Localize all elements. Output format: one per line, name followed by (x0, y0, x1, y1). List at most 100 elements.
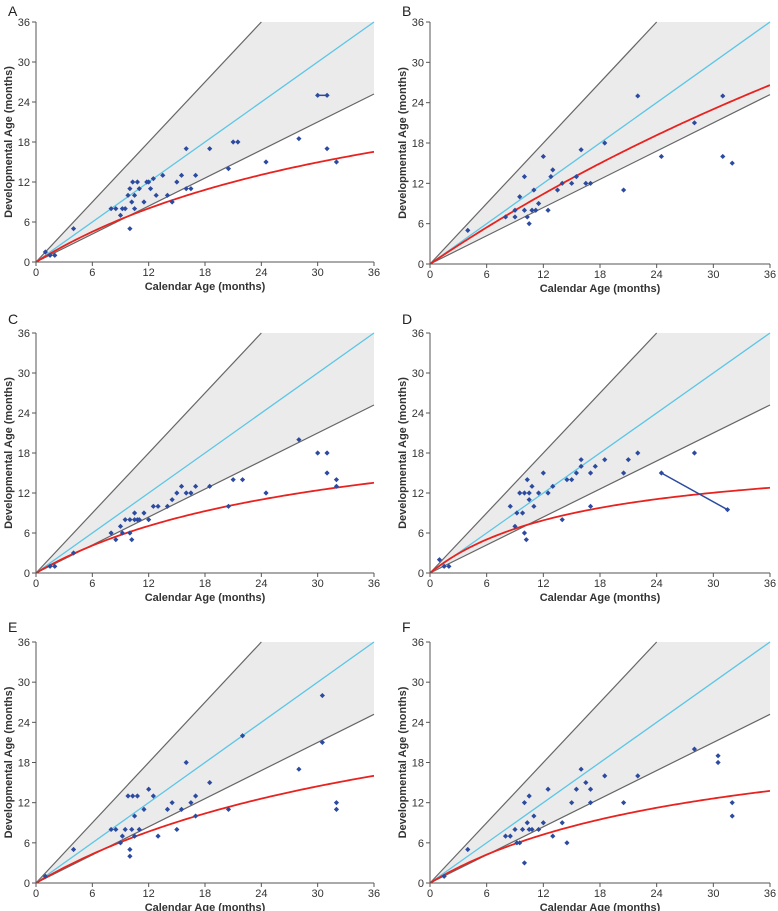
identity-line (429, 641, 771, 884)
y-tick-label: 6 (418, 528, 424, 540)
data-point (333, 159, 340, 165)
data-point (324, 146, 330, 152)
data-point (130, 179, 136, 185)
data-point (635, 93, 641, 99)
data-point (131, 517, 138, 523)
data-point (188, 490, 194, 496)
y-tick-label: 30 (412, 677, 424, 689)
data-point (296, 136, 302, 142)
fit-curve (36, 150, 374, 262)
data-point (230, 477, 236, 483)
y-axis-label: Developmental Age (months) (397, 686, 409, 838)
data-point (125, 793, 131, 799)
data-point (691, 120, 698, 126)
y-tick-label: 6 (24, 528, 30, 540)
data-point (141, 806, 147, 812)
data-point (333, 477, 340, 483)
identity-line (35, 21, 375, 263)
data-point (225, 166, 232, 172)
data-point (602, 457, 608, 463)
data-point (578, 457, 584, 463)
y-tick-label: 0 (24, 878, 30, 890)
data-point (564, 840, 570, 846)
data-point (136, 517, 142, 523)
x-axis-label: Calendar Age (months) (540, 592, 661, 604)
data-point (319, 692, 325, 699)
identity-line (429, 332, 771, 574)
y-tick-label: 6 (24, 838, 30, 850)
data-point (188, 186, 194, 192)
x-tick-label: 24 (255, 888, 267, 900)
data-point (178, 806, 185, 812)
data-point (42, 873, 48, 879)
x-tick-label: 24 (255, 578, 267, 590)
data-point (658, 470, 664, 476)
panel-letter: E (8, 619, 17, 635)
data-point (127, 517, 133, 523)
data-point (517, 840, 523, 846)
y-tick-label: 18 (412, 138, 424, 150)
data-point (573, 174, 579, 180)
data-point (230, 139, 236, 145)
data-point (720, 93, 726, 99)
data-point (129, 826, 135, 833)
data-point (150, 793, 156, 799)
data-point (587, 786, 594, 792)
data-point (540, 820, 546, 826)
x-tick-label: 12 (537, 578, 549, 590)
data-point (521, 207, 528, 213)
x-tick-label: 36 (368, 888, 380, 900)
data-point (178, 172, 185, 178)
x-tick-label: 18 (199, 888, 211, 900)
data-point (729, 800, 735, 806)
data-point (502, 214, 509, 220)
x-tick-label: 30 (707, 888, 719, 900)
y-tick-label: 30 (412, 368, 424, 380)
data-point (524, 820, 530, 826)
data-point (117, 523, 124, 529)
data-point (512, 207, 518, 213)
panel-letter: B (402, 3, 411, 19)
x-tick-label: 6 (89, 888, 95, 900)
x-tick-label: 0 (33, 578, 39, 590)
data-point (715, 753, 721, 759)
data-point (729, 160, 735, 166)
data-point (550, 483, 556, 489)
data-point (131, 833, 138, 839)
data-point (70, 550, 77, 556)
x-tick-label: 36 (764, 578, 776, 590)
data-point (507, 503, 513, 509)
data-point (517, 194, 523, 200)
x-tick-label: 0 (427, 578, 433, 590)
data-point (502, 833, 509, 839)
data-point (136, 826, 142, 833)
data-point (436, 557, 443, 563)
upper-bound-line (429, 21, 658, 265)
data-point (119, 206, 125, 212)
data-point (47, 252, 53, 258)
data-point (119, 833, 125, 839)
data-point (512, 523, 518, 529)
data-point (524, 214, 530, 220)
data-point (153, 192, 159, 198)
y-tick-label: 18 (18, 758, 30, 770)
data-point (108, 826, 114, 833)
data-point (514, 840, 520, 846)
data-point (70, 226, 77, 232)
x-tick-label: 0 (33, 888, 39, 900)
data-point (559, 820, 565, 826)
data-point (531, 813, 537, 819)
data-point (131, 510, 138, 516)
data-point (235, 139, 241, 145)
data-point (559, 517, 565, 523)
data-point (127, 530, 133, 536)
x-tick-label: 0 (427, 269, 433, 281)
data-point (540, 153, 546, 160)
data-point (164, 503, 171, 509)
data-point (529, 826, 535, 833)
fit-curve (430, 84, 770, 264)
data-point (141, 510, 147, 516)
data-point (521, 860, 528, 866)
x-tick-label: 6 (89, 267, 95, 279)
data-point (193, 793, 199, 799)
